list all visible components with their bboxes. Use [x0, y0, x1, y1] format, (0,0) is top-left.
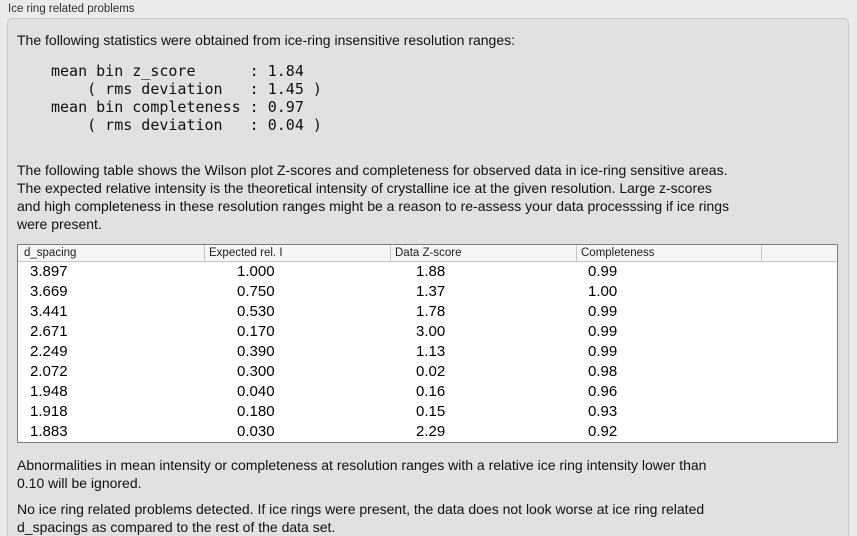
table-cell: 0.180: [237, 403, 275, 420]
table-row[interactable]: 3.441 0.530 1.78 0.99: [18, 302, 837, 322]
table-cell-spacer: [761, 302, 837, 322]
table-cell: 0.99: [588, 303, 618, 320]
table-cell-spacer: [761, 422, 837, 442]
table-cell-spacer: [761, 282, 837, 302]
table-cell: 0.170: [237, 323, 275, 340]
table-cell: 3.669: [30, 283, 68, 300]
column-header-spacer[interactable]: [761, 245, 837, 261]
table-cell: 0.02: [416, 363, 446, 380]
table-cell: 1.37: [416, 283, 446, 300]
table-cell-spacer: [761, 262, 837, 282]
table-cell: 0.99: [588, 263, 618, 280]
stats-intro-text: The following statistics were obtained f…: [17, 32, 516, 48]
table-cell: 2.671: [30, 323, 68, 340]
column-header-d-spacing[interactable]: d_spacing: [24, 247, 77, 259]
table-cell: 1.883: [30, 423, 68, 440]
column-header-expected-rel-i[interactable]: Expected rel. I: [204, 245, 390, 261]
table-cell: 0.040: [237, 383, 275, 400]
table-cell: 0.15: [416, 403, 446, 420]
table-row[interactable]: 1.883 0.030 2.29 0.92: [18, 422, 837, 442]
table-cell: 1.00: [588, 283, 618, 300]
table-cell: 1.88: [416, 263, 446, 280]
table-row[interactable]: 2.671 0.170 3.00 0.99: [18, 322, 837, 342]
table-row[interactable]: 1.918 0.180 0.15 0.93: [18, 402, 837, 422]
table-header-row: d_spacing Expected rel. I Data Z-score Comp…: [18, 245, 837, 262]
table-cell-spacer: [761, 342, 837, 362]
table-cell: 3.00: [416, 323, 446, 340]
table-cell: 0.92: [588, 423, 618, 440]
table-description-text: The following table shows the Wilson plo…: [17, 162, 730, 232]
table-row[interactable]: 2.249 0.390 1.13 0.99: [18, 342, 837, 362]
table-row[interactable]: 2.072 0.300 0.02 0.98: [18, 362, 837, 382]
table-cell: 1.78: [416, 303, 446, 320]
table-cell: 1.000: [237, 263, 275, 280]
table-row[interactable]: 1.948 0.040 0.16 0.96: [18, 382, 837, 402]
table-cell: 0.93: [588, 403, 618, 420]
table-cell: 1.948: [30, 383, 68, 400]
table-row[interactable]: 3.897 1.000 1.88 0.99: [18, 262, 837, 282]
panel-title: Ice ring related problems: [8, 3, 135, 15]
ice-ring-table: d_spacing Expected rel. I Data Z-score Comp…: [17, 244, 838, 443]
table-cell: 0.750: [237, 283, 275, 300]
table-cell: 3.441: [30, 303, 68, 320]
table-cell: 2.29: [416, 423, 446, 440]
table-cell: 1.918: [30, 403, 68, 420]
table-cell-spacer: [761, 322, 837, 342]
table-cell: 0.96: [588, 383, 618, 400]
table-cell-spacer: [761, 402, 837, 422]
table-cell: 1.13: [416, 343, 446, 360]
table-cell: 0.030: [237, 423, 275, 440]
table-cell: 0.300: [237, 363, 275, 380]
table-cell: 0.390: [237, 343, 275, 360]
table-body: 3.897 1.000 1.88 0.99 3.669 0.750 1.37 1.00 3.44…: [18, 262, 837, 442]
table-cell: 0.530: [237, 303, 275, 320]
table-cell: 2.072: [30, 363, 68, 380]
column-header-data-z-score[interactable]: Data Z-score: [390, 245, 576, 261]
table-cell: 0.99: [588, 343, 618, 360]
column-header-completeness[interactable]: Completeness: [576, 245, 761, 261]
stats-summary-block: mean bin z_score : 1.84 ( rms deviation …: [51, 62, 322, 134]
table-cell: 3.897: [30, 263, 68, 280]
table-row[interactable]: 3.669 0.750 1.37 1.00: [18, 282, 837, 302]
table-cell: 2.249: [30, 343, 68, 360]
table-cell-spacer: [761, 362, 837, 382]
table-cell: 0.16: [416, 383, 446, 400]
table-cell: 0.98: [588, 363, 618, 380]
conclusion-text: No ice ring related problems detected. I…: [17, 501, 705, 535]
table-cell: 0.99: [588, 323, 618, 340]
table-cell-spacer: [761, 382, 837, 402]
ignore-threshold-note: Abnormalities in mean intensity or compl…: [17, 457, 707, 491]
ice-ring-groupbox: The following statistics were obtained f…: [7, 18, 849, 536]
